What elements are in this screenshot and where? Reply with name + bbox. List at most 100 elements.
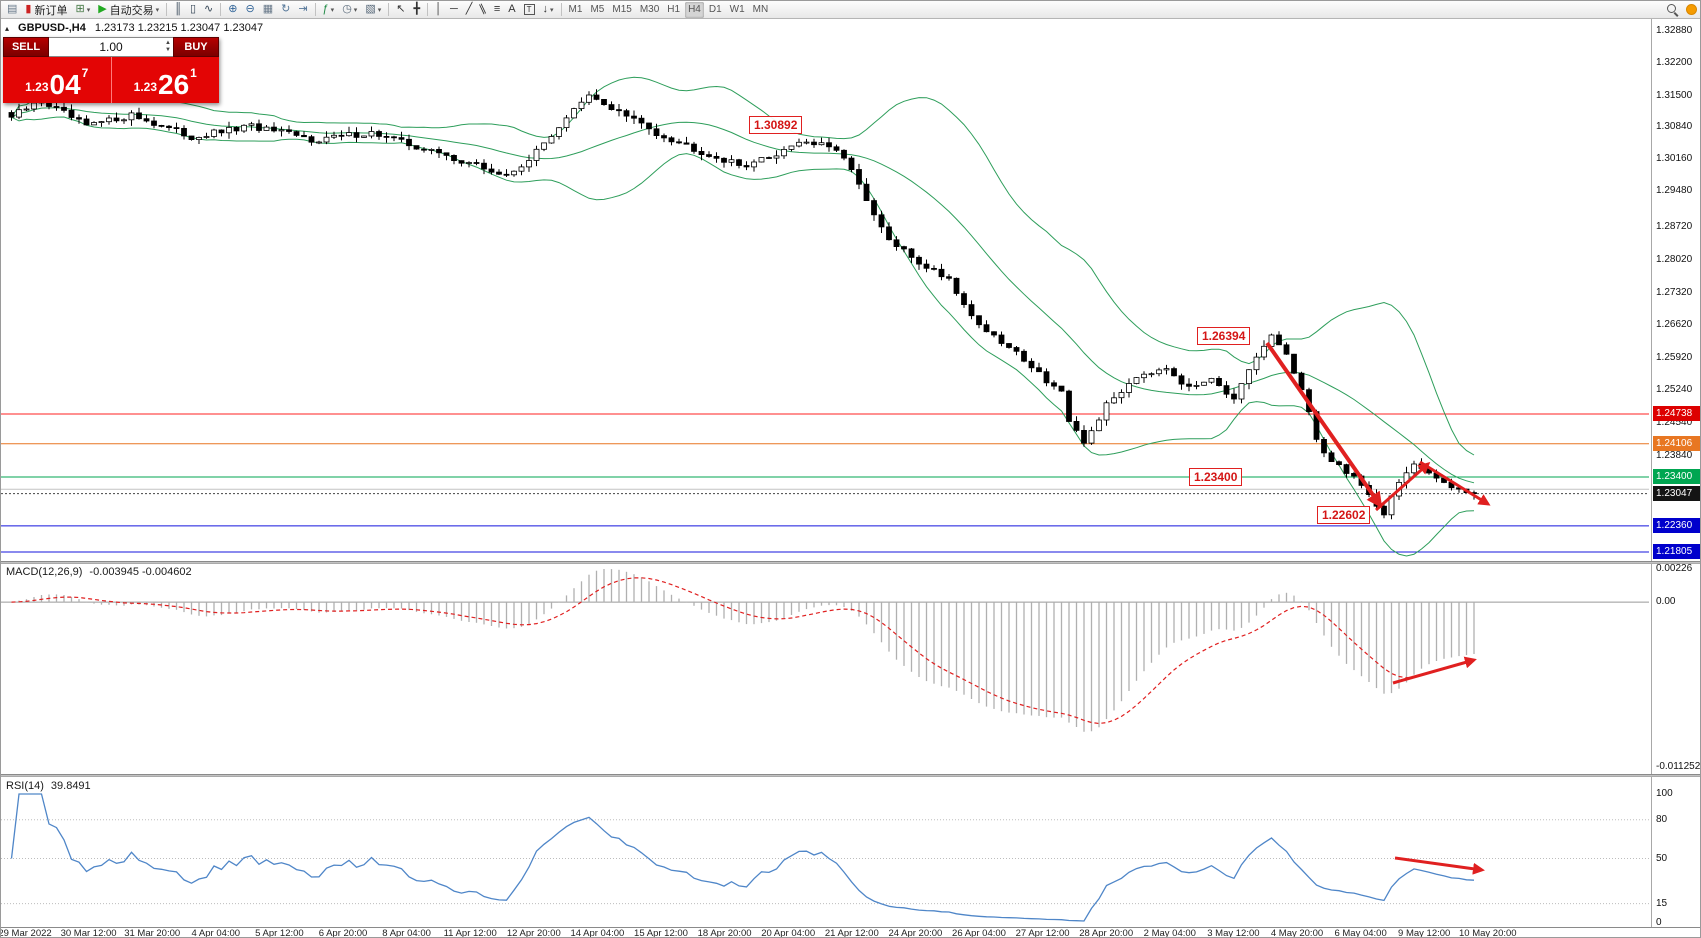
time-axis-label: 9 May 12:00 [1398,928,1451,938]
volume-up-icon[interactable]: ▲ [165,40,171,46]
text-button[interactable]: A [505,2,518,18]
tf-m5-button-label: M5 [590,4,605,15]
price-axis-label-1.21805: 1.21805 [1653,544,1700,559]
price-callout-1.30892[interactable]: 1.30892 [749,115,803,134]
auto-scroll-button[interactable]: ↻ [278,2,293,18]
toolbar-separator [220,3,222,16]
price-axis-tick: 1.29480 [1656,184,1693,196]
price-axis-tick: 1.27320 [1656,286,1693,298]
tf-m1-button[interactable]: M1 [566,2,586,18]
tf-m15-button-label: M15 [612,4,632,15]
tf-d1-button-label: D1 [708,4,722,15]
horizontal-line-button[interactable]: ─ [447,2,461,18]
chart-shift-button[interactable]: ⇥ [295,2,310,18]
panel-separator-macd[interactable] [1,561,1700,564]
volume-down-icon[interactable]: ▼ [165,47,171,53]
rsi-axis-tick: 80 [1656,813,1668,825]
tile-windows-button[interactable]: ▦ [260,2,276,18]
rsi-indicator [1,793,1649,922]
price-callout-1.23400[interactable]: 1.23400 [1189,467,1243,486]
price-axis-tick: 1.31500 [1656,89,1693,101]
time-axis-label: 20 Apr 04:00 [761,928,816,938]
price-axis-tick: 1.26620 [1656,319,1693,331]
dropdown-arrow-icon: ▾ [550,6,554,14]
trendline-glyph: ╱ [465,3,473,15]
time-axis-label: 14 Apr 04:00 [570,928,625,938]
tile-windows-glyph: ▦ [262,3,274,15]
sell-price-small: 1.23 [25,80,49,94]
tf-h4-button[interactable]: H4 [685,1,704,18]
time-axis-label: 10 May 20:00 [1459,928,1517,938]
volume-input[interactable]: 1.00 ▲ ▼ [49,37,173,57]
macd-indicator [1,569,1649,732]
arrows-button[interactable]: ↓ ▾ [540,2,557,18]
tf-m30-button[interactable]: M30 [637,2,662,18]
volume-spinner[interactable]: ▲ ▼ [165,40,171,54]
quote-ohlc: 1.23173 1.23215 1.23047 1.23047 [94,22,264,34]
price-callout-1.22602[interactable]: 1.22602 [1317,505,1371,524]
price-axis-label-1.24738: 1.24738 [1653,406,1700,422]
time-axis[interactable]: 29 Mar 2022 30 Mar 12:00 31 Mar 20:00 4 Apr… [1,927,1700,938]
time-axis-label: 11 Apr 12:00 [443,928,497,938]
tf-h1-button[interactable]: H1 [664,2,683,18]
dropdown-arrow-icon: ▾ [377,6,382,14]
toolbar-separator [388,3,390,16]
notification-dot-icon[interactable] [1686,4,1697,15]
crosshair-button[interactable]: ╋ [410,2,423,18]
search-icon[interactable] [1666,3,1679,16]
cursor-glyph: ↖ [396,3,406,15]
fibonacci-button[interactable]: ≡ [491,2,503,18]
one-click-collapse-icon[interactable]: ▴ [5,23,10,33]
tf-mn-button[interactable]: MN [750,2,772,18]
label-button[interactable]: T [521,2,538,18]
price-axis[interactable]: 1.32880 1.32200 1.31500 1.30840 1.30160 1.294… [1653,1,1700,937]
sell-button[interactable]: SELL [3,37,49,57]
chart-candles-button[interactable]: ▯ [187,2,199,18]
profiles-button[interactable]: ⊞ ▾ [72,2,93,18]
time-axis-label: 8 Apr 04:00 [382,928,431,938]
cursor-button[interactable]: ↖ [393,2,408,18]
tf-d1-button[interactable]: D1 [706,2,725,18]
trend-arrow-macd[interactable] [1392,656,1477,685]
time-axis-label: 4 Apr 04:00 [191,928,241,938]
toolbar-separator [314,3,316,16]
time-axis-label: 4 May 20:00 [1270,928,1324,938]
templates-button[interactable]: ▧ ▾ [362,2,384,18]
price-callout-1.26394[interactable]: 1.26394 [1197,327,1251,346]
symbol-period-label: GBPUSD-,H4 [18,22,86,34]
zoom-in-button[interactable]: ⊕ [225,2,240,18]
trend-arrow-main[interactable] [1375,462,1431,512]
macd-axis-max: 0.00226 [1656,563,1693,574]
indicators-glyph: ƒ [322,3,329,15]
trend-arrow-main[interactable] [1419,460,1491,506]
sell-price-sup: 7 [81,66,89,80]
tf-h1-button-label: H1 [667,4,681,15]
vertical-line-button[interactable]: │ [432,2,445,18]
trend-arrow-rsi[interactable] [1394,856,1485,875]
channel-button[interactable]: ∥ [477,2,489,18]
tf-w1-button[interactable]: W1 [727,2,748,18]
panel-separator-rsi[interactable] [1,774,1700,777]
dropdown-arrow-icon: ▾ [86,6,91,14]
zoom-out-button[interactable]: ⊖ [242,2,257,18]
indicators-button[interactable]: ƒ ▾ [320,2,338,18]
chart-line-button[interactable]: ∿ [201,2,216,18]
price-axis-tick: 1.25240 [1656,384,1693,396]
new-chart-icon[interactable]: ▤ [4,2,20,18]
fibonacci-glyph: ≡ [493,3,501,15]
auto-trading-button[interactable]: ▶ 自动交易 ▾ [95,2,162,18]
chart-bars-button[interactable]: ║ [171,2,185,18]
time-axis-label: 24 Apr 20:00 [888,928,943,938]
buy-price[interactable]: 1.23 26 1 [112,57,220,103]
trendline-button[interactable]: ╱ [463,2,476,18]
sell-price[interactable]: 1.23 04 7 [3,57,112,103]
tf-m5-button[interactable]: M5 [587,2,607,18]
periods-button[interactable]: ◷ ▾ [339,2,360,18]
trend-arrow-main[interactable] [1265,341,1383,509]
macd-values: -0.003945 -0.004602 [89,566,192,578]
price-axis-tick: 1.24540 [1656,417,1693,429]
buy-button[interactable]: BUY [173,37,219,57]
tf-m15-button[interactable]: M15 [609,2,634,18]
new-order-button[interactable]: ▮ 新订单 [22,2,70,18]
